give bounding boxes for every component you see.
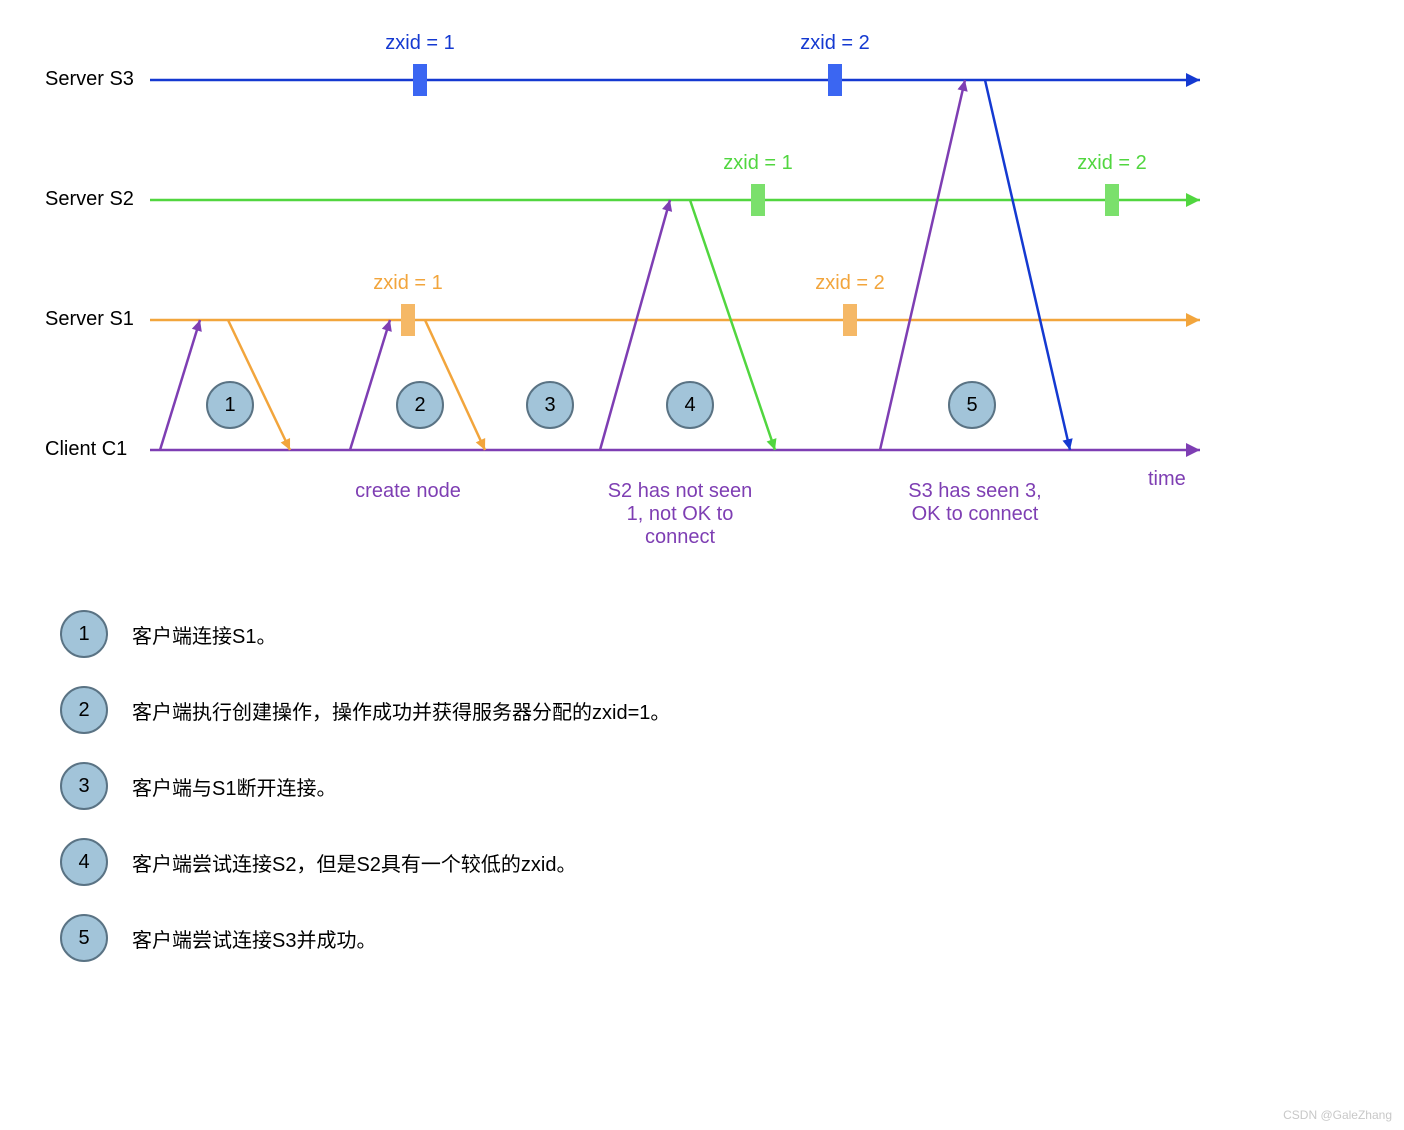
- zxid-label: zxid = 1: [385, 32, 454, 55]
- legend-text: 客户端尝试连接S3并成功。: [132, 924, 376, 953]
- legend-circle-4: 4: [60, 838, 108, 886]
- legend: 1 客户端连接S1。 2 客户端执行创建操作，操作成功并获得服务器分配的zxid=1。…: [60, 610, 670, 990]
- legend-circle-5: 5: [60, 914, 108, 962]
- watermark: CSDN @GaleZhang: [1283, 1108, 1392, 1122]
- zxid-label: zxid = 1: [373, 272, 442, 295]
- legend-text: 客户端连接S1。: [132, 620, 276, 649]
- legend-circle-3: 3: [60, 762, 108, 810]
- timeline-label-s2: Server S2: [45, 188, 134, 211]
- legend-text: 客户端执行创建操作，操作成功并获得服务器分配的zxid=1。: [132, 696, 670, 725]
- legend-row: 4 客户端尝试连接S2，但是S2具有一个较低的zxid。: [60, 838, 670, 886]
- step-circle-5: 5: [948, 381, 996, 429]
- zxid-label: zxid = 2: [1077, 152, 1146, 175]
- annotation: S2 has not seen 1, not OK to connect: [608, 480, 753, 549]
- step-circle-4: 4: [666, 381, 714, 429]
- legend-circle-1: 1: [60, 610, 108, 658]
- legend-row: 5 客户端尝试连接S3并成功。: [60, 914, 670, 962]
- zxid-label: zxid = 1: [723, 152, 792, 175]
- time-axis-label: time: [1148, 468, 1186, 491]
- step-circle-2: 2: [396, 381, 444, 429]
- legend-row: 1 客户端连接S1。: [60, 610, 670, 658]
- annotation: S3 has seen 3, OK to connect: [908, 480, 1041, 526]
- zxid-label: zxid = 2: [800, 32, 869, 55]
- legend-circle-2: 2: [60, 686, 108, 734]
- timeline-label-c1: Client C1: [45, 438, 127, 461]
- legend-row: 3 客户端与S1断开连接。: [60, 762, 670, 810]
- timeline-label-s3: Server S3: [45, 68, 134, 91]
- annotation: create node: [355, 480, 461, 503]
- legend-row: 2 客户端执行创建操作，操作成功并获得服务器分配的zxid=1。: [60, 686, 670, 734]
- legend-text: 客户端尝试连接S2，但是S2具有一个较低的zxid。: [132, 848, 577, 877]
- legend-text: 客户端与S1断开连接。: [132, 772, 336, 801]
- zxid-label: zxid = 2: [815, 272, 884, 295]
- step-circle-1: 1: [206, 381, 254, 429]
- timeline-label-s1: Server S1: [45, 308, 134, 331]
- step-circle-3: 3: [526, 381, 574, 429]
